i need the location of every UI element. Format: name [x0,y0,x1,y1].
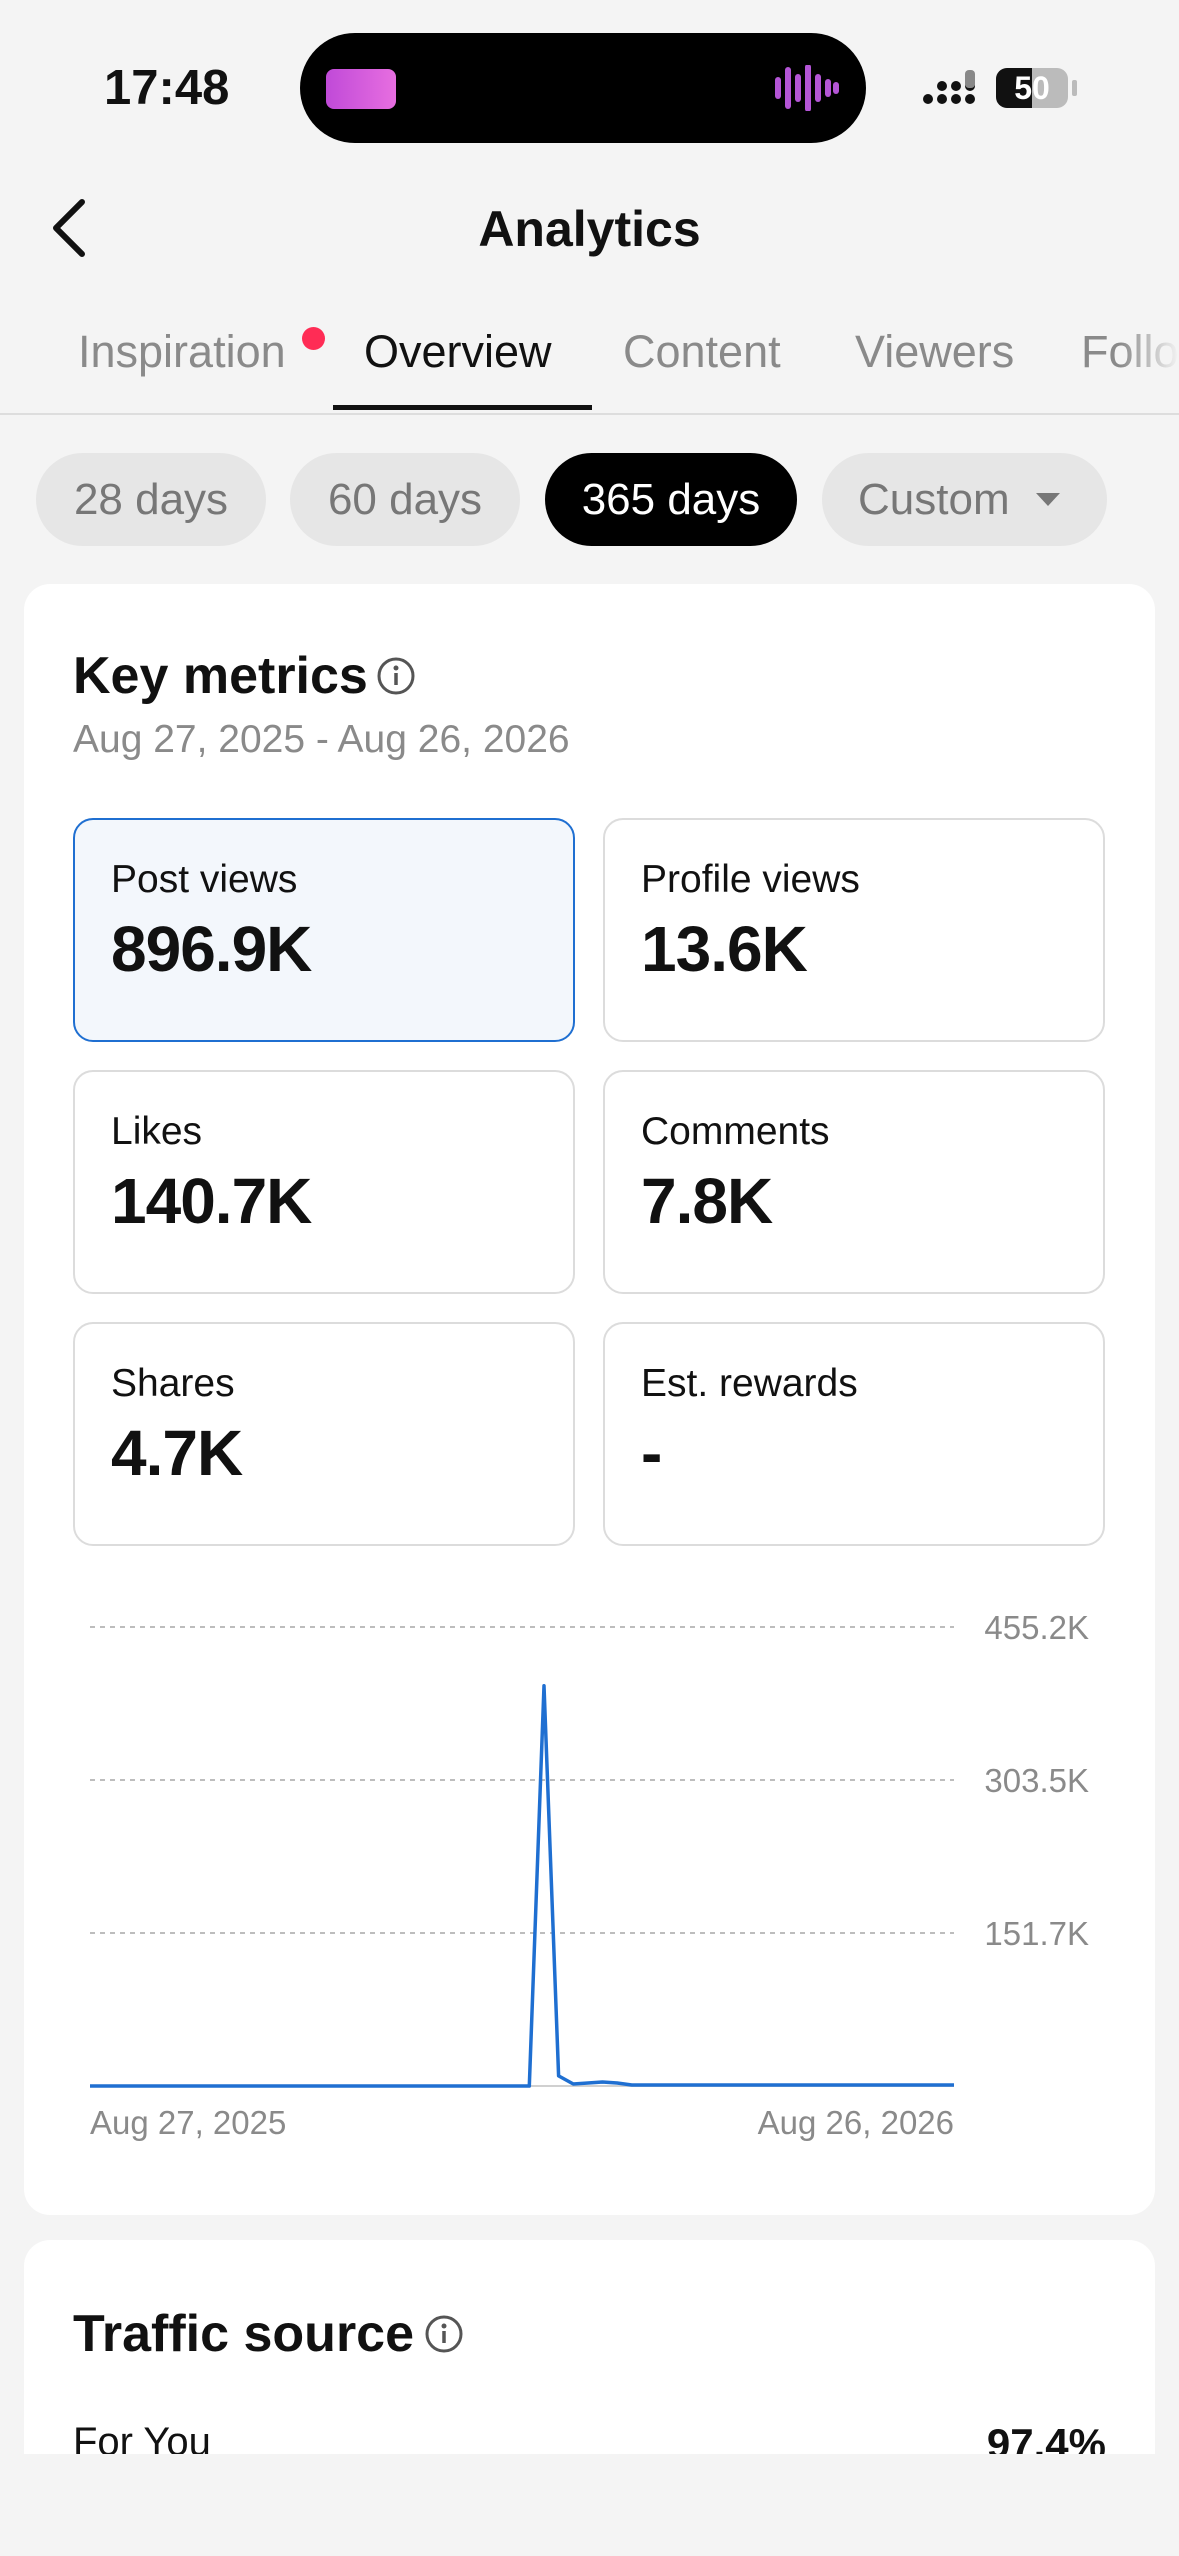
tab[interactable]: Viewers [855,326,1015,377]
metric-value: - [641,1417,662,1489]
traffic-source-card: Traffic source For You 97.4% [24,2240,1155,2454]
date-range: Aug 27, 2025 - Aug 26, 2026 [73,718,570,761]
key-metrics-card: Key metrics Aug 27, 2025 - Aug 26, 2026 … [24,584,1155,2215]
viewport: 17:48 50 Analytics Inspiration Overview … [0,33,1179,2454]
y-tick-label: 455.2K [984,1609,1089,1646]
x-tick-label: Aug 27, 2025 [90,2104,286,2141]
battery-text: 50 [1014,70,1050,106]
info-icon[interactable] [376,656,416,696]
metric-label: Est. rewards [641,1362,858,1405]
metric-label: Comments [641,1110,830,1153]
signal-icon [923,70,975,104]
metric-value: 7.8K [641,1165,773,1237]
metric-tile[interactable]: Shares 4.7K [73,1322,575,1546]
y-tick-label: 151.7K [984,1915,1089,1952]
dynamic-island [300,33,866,143]
tab-active[interactable]: Overview [364,326,552,377]
metric-label: Profile views [641,858,860,901]
metric-value: 896.9K [111,913,312,985]
page-title: Analytics [478,201,701,257]
metric-value: 140.7K [111,1165,312,1237]
metric-tile[interactable]: Post views 896.9K [73,818,575,1042]
audio-wave [775,65,839,111]
data-line [90,1683,954,2088]
dropdown-arrow [1035,492,1060,506]
tab[interactable]: Followers [1081,326,1179,377]
metric-value: 13.6K [641,913,808,985]
metric-label: Likes [111,1110,203,1153]
battery-tip [1072,80,1077,96]
tab[interactable]: Content [623,326,781,377]
notification-dot [302,327,325,350]
range-pill[interactable]: Custom [822,453,1107,546]
range-pill[interactable]: 60 days [290,453,520,546]
tab[interactable]: Inspiration [78,326,286,377]
info-icon[interactable] [424,2314,464,2354]
chart: 151.7K 303.5K 455.2K Aug 27, 2025 Aug 26, 20… [90,1609,1089,2141]
metric-tile[interactable]: Likes 140.7K [73,1070,575,1294]
metric-label: Post views [111,858,298,901]
tab-underline [333,405,592,410]
range-pill[interactable]: 28 days [36,453,266,546]
battery-level [996,68,1032,108]
metric-tile[interactable]: Est. rewards - [603,1322,1105,1546]
metric-value: 4.7K [111,1417,243,1489]
back-button[interactable] [44,196,94,260]
battery: 50 [996,68,1068,108]
source-label: For You [73,2420,211,2454]
tab-clip: Followers [1081,326,1179,378]
divider [0,413,1179,415]
x-tick-label: Aug 26, 2026 [758,2104,954,2141]
metric-tile[interactable]: Comments 7.8K [603,1070,1105,1294]
range-label: Custom [858,474,1010,524]
y-tick-label: 303.5K [984,1762,1089,1799]
source-value: 97.4% [986,2420,1106,2454]
metric-tile[interactable]: Profile views 13.6K [603,818,1105,1042]
status-time: 17:48 [104,61,230,115]
metric-label: Shares [111,1362,235,1405]
range-pill-active[interactable]: 365 days [545,453,797,546]
section-title: Key metrics [73,647,368,705]
app-icon [326,69,396,109]
section-title: Traffic source [73,2305,415,2363]
